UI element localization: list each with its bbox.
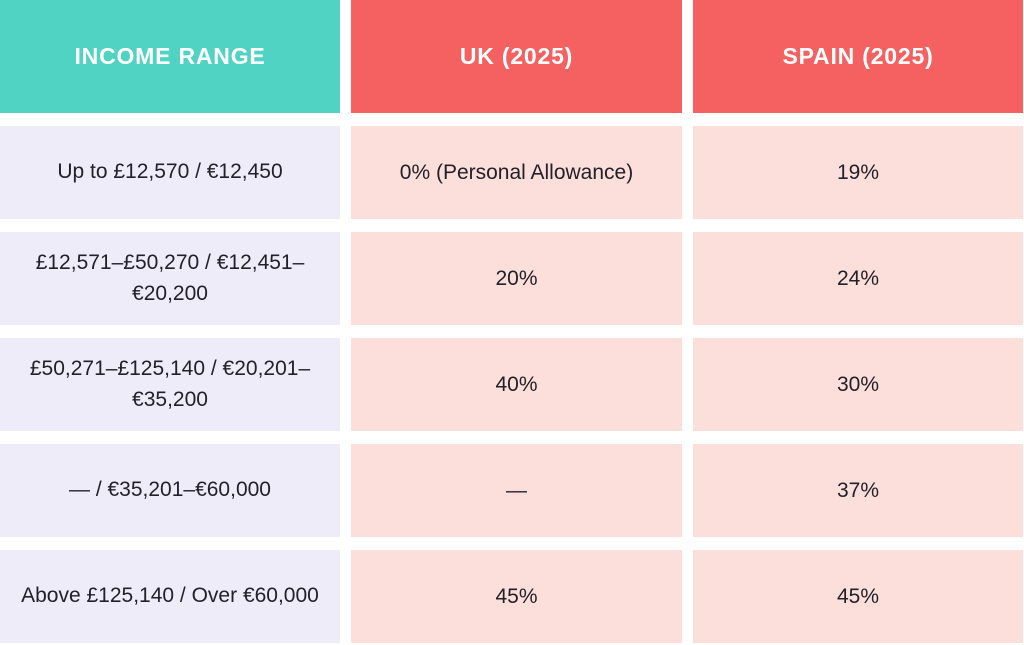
uk-value-cell-row-4: — <box>351 444 682 537</box>
spain-value-cell-row-4: 37% <box>693 444 1023 537</box>
spain-value-cell-row-2: 24% <box>693 232 1023 325</box>
range-cell-row-1: Up to £12,570 / €12,450 <box>0 126 340 219</box>
uk-value-cell-row-2: 20% <box>351 232 682 325</box>
uk-value-cell-row-5: 45% <box>351 550 682 643</box>
spain-value-cell-row-1: 19% <box>693 126 1023 219</box>
range-cell-row-3: £50,271–£125,140 / €20,201–€35,200 <box>0 338 340 431</box>
spain-value-cell-row-5: 45% <box>693 550 1023 643</box>
uk-value-cell-row-3: 40% <box>351 338 682 431</box>
range-cell-row-5: Above £125,140 / Over €60,000 <box>0 550 340 643</box>
range-cell-row-2: £12,571–£50,270 / €12,451–€20,200 <box>0 232 340 325</box>
header-cell-income-range: INCOME RANGE <box>0 0 340 113</box>
range-cell-row-4: — / €35,201–€60,000 <box>0 444 340 537</box>
spain-value-cell-row-3: 30% <box>693 338 1023 431</box>
header-cell-spain: SPAIN (2025) <box>693 0 1023 113</box>
header-cell-uk: UK (2025) <box>351 0 682 113</box>
uk-value-cell-row-1: 0% (Personal Allowance) <box>351 126 682 219</box>
